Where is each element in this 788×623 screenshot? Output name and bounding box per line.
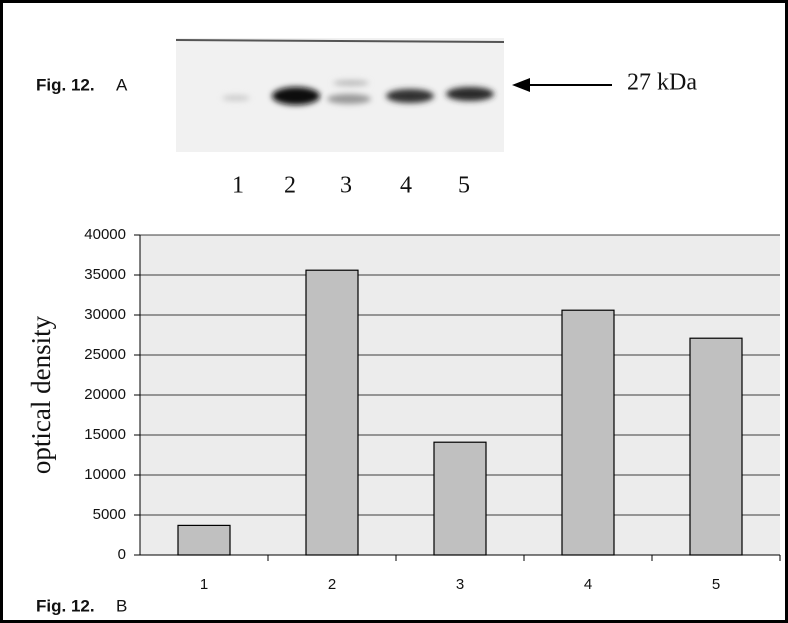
bar bbox=[306, 270, 358, 555]
x-tick-label: 3 bbox=[456, 576, 464, 593]
figure-label: Fig. 12. bbox=[36, 75, 95, 94]
y-tick-label: 0 bbox=[118, 546, 126, 563]
figure: Fig. 12. A 27 kDa optical density Fig. 1… bbox=[0, 0, 788, 623]
bar bbox=[434, 442, 486, 555]
x-tick-label: 1 bbox=[200, 576, 208, 593]
band bbox=[327, 94, 371, 104]
band bbox=[386, 89, 434, 103]
lane-label: 1 bbox=[232, 173, 244, 199]
figure-label: Fig. 12. bbox=[36, 596, 95, 615]
y-tick-label: 15000 bbox=[84, 426, 126, 443]
bar bbox=[690, 338, 742, 555]
band bbox=[222, 95, 250, 101]
bar bbox=[562, 310, 614, 555]
x-tick-label: 4 bbox=[584, 576, 592, 593]
lane-label: 5 bbox=[458, 173, 470, 199]
lane-label: 2 bbox=[284, 173, 296, 199]
marker-label: 27 kDa bbox=[627, 70, 697, 96]
panel-letter: A bbox=[116, 75, 128, 94]
x-tick-label: 2 bbox=[328, 576, 336, 593]
page: Fig. 12. A 27 kDa optical density Fig. 1… bbox=[0, 0, 788, 623]
y-tick-label: 25000 bbox=[84, 346, 126, 363]
y-axis-label: optical density bbox=[26, 315, 56, 474]
y-tick-label: 40000 bbox=[84, 226, 126, 243]
panel-letter: B bbox=[116, 596, 127, 615]
y-tick-label: 5000 bbox=[93, 506, 126, 523]
bar bbox=[178, 525, 230, 555]
y-tick-label: 10000 bbox=[84, 466, 126, 483]
lane-label: 4 bbox=[400, 173, 412, 199]
y-tick-label: 30000 bbox=[84, 306, 126, 323]
x-tick-label: 5 bbox=[712, 576, 720, 593]
band bbox=[333, 80, 369, 86]
y-tick-label: 35000 bbox=[84, 266, 126, 283]
band bbox=[272, 87, 320, 105]
band bbox=[446, 87, 494, 101]
lane-label: 3 bbox=[340, 173, 352, 199]
y-tick-label: 20000 bbox=[84, 386, 126, 403]
blot bbox=[176, 38, 504, 152]
